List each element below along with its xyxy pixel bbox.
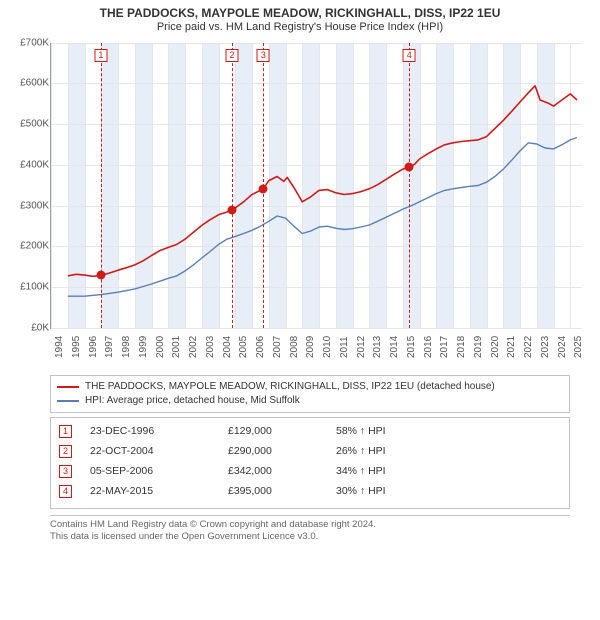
x-tick-label: 1994	[54, 336, 65, 358]
x-tick-label: 2025	[573, 336, 584, 358]
marker-dot	[96, 271, 105, 280]
tx-id-box: 1	[59, 425, 72, 438]
page: THE PADDOCKS, MAYPOLE MEADOW, RICKINGHAL…	[0, 0, 600, 620]
x-tick-label: 2011	[339, 336, 350, 358]
x-tick-label: 2020	[490, 336, 501, 358]
legend-label: HPI: Average price, detached house, Mid …	[85, 394, 300, 408]
marker-line	[409, 43, 410, 328]
tx-price: £342,000	[228, 462, 318, 482]
series-line-hpi	[68, 137, 577, 296]
x-tick-label: 1995	[71, 336, 82, 358]
legend-label: THE PADDOCKS, MAYPOLE MEADOW, RICKINGHAL…	[85, 380, 495, 394]
legend-swatch	[57, 400, 79, 402]
y-tick-label: £0K	[31, 322, 49, 333]
hgridline	[51, 328, 582, 329]
x-tick-label: 2001	[171, 336, 182, 358]
x-tick-label: 2014	[389, 336, 400, 358]
tx-date: 22-OCT-2004	[90, 442, 210, 462]
x-tick-label: 2006	[255, 336, 266, 358]
x-tick-label: 1998	[121, 336, 132, 358]
y-tick-label: £600K	[20, 78, 49, 89]
series-layer	[51, 43, 582, 328]
legend-item: THE PADDOCKS, MAYPOLE MEADOW, RICKINGHAL…	[57, 380, 563, 394]
chart-title-main: THE PADDOCKS, MAYPOLE MEADOW, RICKINGHAL…	[8, 6, 592, 21]
marker-box: 2	[226, 49, 239, 62]
table-row: 4 22-MAY-2015 £395,000 30% ↑ HPI	[59, 482, 561, 502]
tx-delta: 58% ↑ HPI	[336, 422, 456, 442]
tx-delta: 34% ↑ HPI	[336, 462, 456, 482]
series-line-price_paid	[68, 86, 577, 276]
x-tick-label: 2012	[356, 336, 367, 358]
tx-date: 22-MAY-2015	[90, 482, 210, 502]
x-tick-label: 2003	[205, 336, 216, 358]
marker-box: 3	[257, 49, 270, 62]
y-tick-label: £300K	[20, 200, 49, 211]
tx-price: £129,000	[228, 422, 318, 442]
marker-box: 4	[403, 49, 416, 62]
legend-item: HPI: Average price, detached house, Mid …	[57, 394, 563, 408]
tx-date: 23-DEC-1996	[90, 422, 210, 442]
x-tick-label: 2019	[473, 336, 484, 358]
x-tick-label: 2018	[456, 336, 467, 358]
tx-date: 05-SEP-2006	[90, 462, 210, 482]
footer: Contains HM Land Registry data © Crown c…	[50, 515, 570, 544]
x-tick-label: 2002	[188, 336, 199, 358]
marker-box: 1	[94, 49, 107, 62]
marker-line	[232, 43, 233, 328]
table-row: 2 22-OCT-2004 £290,000 26% ↑ HPI	[59, 442, 561, 462]
x-tick-label: 2015	[406, 336, 417, 358]
x-tick-label: 2016	[423, 336, 434, 358]
x-tick-label: 1996	[88, 336, 99, 358]
footer-line: Contains HM Land Registry data © Crown c…	[50, 519, 570, 531]
table-row: 3 05-SEP-2006 £342,000 34% ↑ HPI	[59, 462, 561, 482]
y-tick-label: £500K	[20, 119, 49, 130]
marker-dot	[259, 184, 268, 193]
transactions-table: 1 23-DEC-1996 £129,000 58% ↑ HPI 2 22-OCT-200…	[50, 417, 570, 509]
x-tick-label: 2004	[222, 336, 233, 358]
marker-line	[101, 43, 102, 328]
x-tick-label: 2007	[272, 336, 283, 358]
x-tick-label: 2017	[439, 336, 450, 358]
x-tick-label: 2010	[322, 336, 333, 358]
x-tick-label: 1997	[104, 336, 115, 358]
legend: THE PADDOCKS, MAYPOLE MEADOW, RICKINGHAL…	[50, 375, 570, 413]
footer-line: This data is licensed under the Open Gov…	[50, 531, 570, 543]
y-tick-label: £100K	[20, 282, 49, 293]
tx-delta: 26% ↑ HPI	[336, 442, 456, 462]
x-tick-label: 2000	[155, 336, 166, 358]
x-tick-label: 2023	[540, 336, 551, 358]
marker-dot	[228, 205, 237, 214]
tx-id-box: 2	[59, 445, 72, 458]
tx-price: £395,000	[228, 482, 318, 502]
chart-title-sub: Price paid vs. HM Land Registry's House …	[8, 21, 592, 35]
tx-price: £290,000	[228, 442, 318, 462]
x-tick-label: 2021	[506, 336, 517, 358]
x-tick-label: 2024	[557, 336, 568, 358]
tx-id-box: 3	[59, 465, 72, 478]
x-tick-label: 2008	[289, 336, 300, 358]
x-tick-label: 2013	[372, 336, 383, 358]
x-tick-label: 2005	[238, 336, 249, 358]
tx-id-box: 4	[59, 485, 72, 498]
marker-dot	[405, 162, 414, 171]
y-tick-label: £200K	[20, 241, 49, 252]
tx-delta: 30% ↑ HPI	[336, 482, 456, 502]
legend-swatch	[57, 386, 79, 388]
chart: £0K £100K £200K £300K £400K £500K £600K £700K 19…	[8, 37, 592, 369]
chart-titles: THE PADDOCKS, MAYPOLE MEADOW, RICKINGHAL…	[8, 6, 592, 35]
x-tick-label: 2022	[523, 336, 534, 358]
x-tick-label: 1999	[138, 336, 149, 358]
plot-area: £0K£100K£200K£300K£400K£500K£600K£700K19…	[50, 43, 582, 329]
x-tick-label: 2009	[305, 336, 316, 358]
y-tick-label: £700K	[20, 37, 49, 48]
table-row: 1 23-DEC-1996 £129,000 58% ↑ HPI	[59, 422, 561, 442]
y-tick-label: £400K	[20, 159, 49, 170]
